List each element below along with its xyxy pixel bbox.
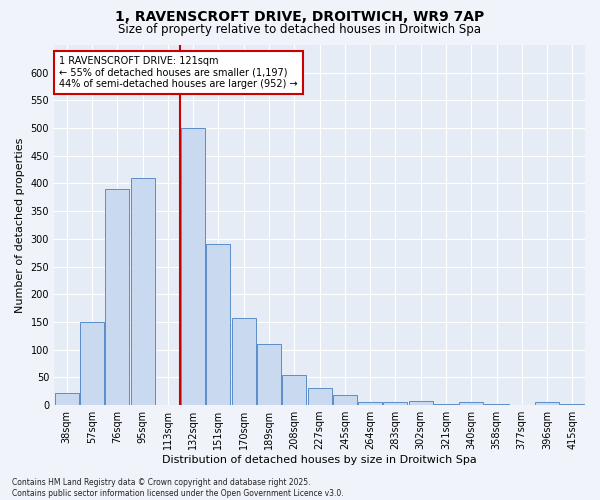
- Bar: [55, 393, 79, 405]
- Bar: [257, 344, 281, 405]
- Text: 1, RAVENSCROFT DRIVE, DROITWICH, WR9 7AP: 1, RAVENSCROFT DRIVE, DROITWICH, WR9 7AP: [115, 10, 485, 24]
- Bar: [181, 128, 205, 405]
- Bar: [358, 402, 382, 405]
- Bar: [206, 244, 230, 405]
- Bar: [131, 178, 155, 405]
- Bar: [535, 402, 559, 405]
- Bar: [333, 395, 357, 405]
- Bar: [459, 402, 483, 405]
- Bar: [560, 404, 584, 405]
- Text: Contains HM Land Registry data © Crown copyright and database right 2025.
Contai: Contains HM Land Registry data © Crown c…: [12, 478, 344, 498]
- Bar: [308, 388, 332, 405]
- Text: Size of property relative to detached houses in Droitwich Spa: Size of property relative to detached ho…: [119, 22, 482, 36]
- Bar: [80, 322, 104, 405]
- Bar: [409, 400, 433, 405]
- Text: 1 RAVENSCROFT DRIVE: 121sqm
← 55% of detached houses are smaller (1,197)
44% of : 1 RAVENSCROFT DRIVE: 121sqm ← 55% of det…: [59, 56, 298, 89]
- Bar: [282, 374, 306, 405]
- X-axis label: Distribution of detached houses by size in Droitwich Spa: Distribution of detached houses by size …: [162, 455, 477, 465]
- Bar: [484, 404, 509, 405]
- Bar: [383, 402, 407, 405]
- Y-axis label: Number of detached properties: Number of detached properties: [15, 138, 25, 312]
- Bar: [434, 404, 458, 405]
- Bar: [232, 318, 256, 405]
- Bar: [105, 189, 129, 405]
